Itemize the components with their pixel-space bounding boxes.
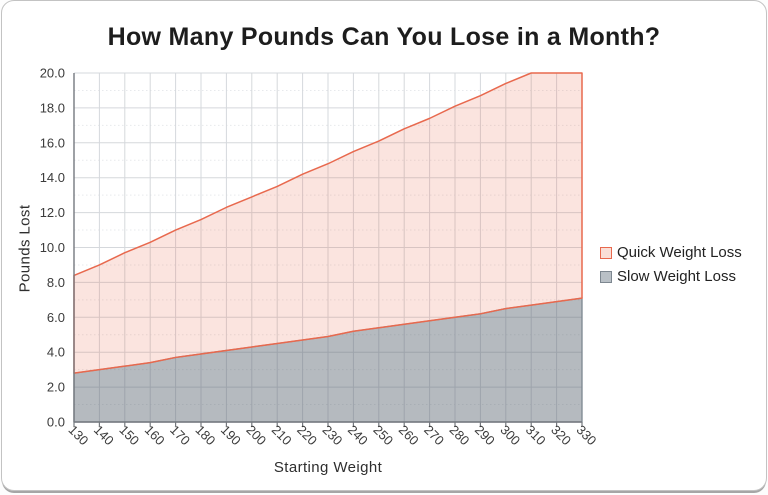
slow-weight-loss-swatch-icon xyxy=(600,270,612,283)
x-axis-title: Starting Weight xyxy=(273,459,383,476)
x-tick-label: 180 xyxy=(193,422,219,448)
x-tick-label: 330 xyxy=(574,422,600,448)
quick-weight-loss-swatch-icon xyxy=(600,246,612,259)
x-tick-label: 160 xyxy=(142,422,168,448)
x-tick-label: 210 xyxy=(269,422,295,448)
x-tick-label: 290 xyxy=(472,422,498,448)
legend-item-slow-weight-loss[interactable]: Slow Weight Loss xyxy=(600,268,742,285)
x-tick-label: 190 xyxy=(218,422,244,448)
legend-label-quick: Quick Weight Loss xyxy=(617,244,742,261)
y-tick-label: 0.0 xyxy=(47,415,65,430)
x-tick-label: 220 xyxy=(294,422,320,448)
y-tick-label: 6.0 xyxy=(47,310,65,325)
y-tick-label: 2.0 xyxy=(47,380,65,395)
x-tick-label: 140 xyxy=(91,422,117,448)
x-tick-label: 130 xyxy=(66,422,92,448)
x-tick-label: 310 xyxy=(523,422,549,448)
x-tick-label: 230 xyxy=(320,422,346,448)
x-tick-label: 200 xyxy=(243,422,269,448)
x-tick-label: 320 xyxy=(548,422,574,448)
legend: Quick Weight Loss Slow Weight Loss xyxy=(600,244,742,285)
x-tick-label: 300 xyxy=(497,422,523,448)
y-tick-label: 18.0 xyxy=(40,100,65,115)
x-tick-label: 240 xyxy=(345,422,371,448)
x-tick-label: 150 xyxy=(116,422,142,448)
y-tick-label: 14.0 xyxy=(40,170,65,185)
y-tick-label: 16.0 xyxy=(40,135,65,150)
x-tick-label: 280 xyxy=(447,422,473,448)
legend-label-slow: Slow Weight Loss xyxy=(617,268,736,285)
x-tick-label: 170 xyxy=(167,422,193,448)
legend-item-quick-weight-loss[interactable]: Quick Weight Loss xyxy=(600,244,742,261)
y-tick-label: 12.0 xyxy=(40,205,65,220)
quick-weight-loss-area xyxy=(73,72,583,374)
x-tick-label: 250 xyxy=(370,422,396,448)
y-tick-label: 8.0 xyxy=(47,275,65,290)
y-tick-label: 4.0 xyxy=(47,345,65,360)
chart-title: How Many Pounds Can You Lose in a Month? xyxy=(107,23,661,51)
x-tick-label: 270 xyxy=(421,422,447,448)
y-tick-label: 10.0 xyxy=(40,240,65,255)
x-tick-label: 260 xyxy=(396,422,422,448)
y-tick-label: 20.0 xyxy=(40,66,65,81)
y-axis-title: Pounds Lost xyxy=(16,204,34,293)
